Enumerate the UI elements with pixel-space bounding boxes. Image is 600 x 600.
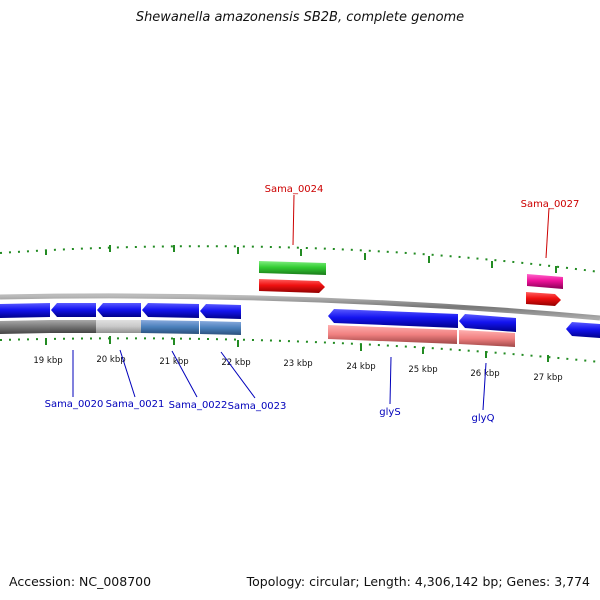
leader-glyq: [482, 362, 487, 411]
cds-glyq: [459, 314, 516, 332]
leader-sama-0023: [220, 351, 256, 399]
label-sama-0023[interactable]: Sama_0023: [228, 401, 287, 412]
genome-backbone: [0, 293, 600, 321]
gene-bar-glys: [328, 325, 457, 344]
label-glyq[interactable]: glyQ: [472, 413, 495, 424]
leader-sama-0021: [119, 349, 136, 398]
leader-glys: [389, 356, 392, 405]
topology-text: Topology: circular; Length: 4,306,142 bp…: [246, 574, 590, 589]
label-sama-0020[interactable]: Sama_0020: [45, 399, 104, 410]
leader-sama-0022: [171, 350, 198, 398]
label-sama-0022[interactable]: Sama_0022: [169, 400, 228, 411]
tick-label-27: 27 kbp: [533, 373, 562, 383]
gene-bar-0023: [141, 320, 199, 334]
cds-sama-0020: [0, 303, 50, 318]
label-sama-0024[interactable]: Sama_0024: [265, 184, 324, 195]
tick-label-20: 20 kbp: [96, 355, 125, 365]
tick-label-22: 22 kbp: [221, 358, 250, 368]
cds-glys: [328, 309, 458, 328]
inner-major-ticks: [45, 336, 549, 362]
cds-sama-0023b: [200, 304, 241, 319]
cds-sama-0021: [51, 303, 96, 317]
outer-major-ticks: [45, 245, 557, 273]
cds-next: [566, 322, 600, 338]
leader-sama-0024: [292, 194, 295, 246]
cds-sama-0023: [142, 303, 199, 318]
feature-sama-0024-green: [259, 261, 326, 275]
tick-label-21: 21 kbp: [159, 357, 188, 367]
gene-bar-glyq: [459, 330, 515, 347]
cds-sama-0022: [97, 303, 141, 317]
tick-label-24: 24 kbp: [346, 362, 375, 372]
gene-bar-0020: [0, 320, 50, 334]
feature-sama-0027-red: [526, 292, 561, 306]
label-glys[interactable]: glyS: [379, 407, 400, 418]
tick-label-19: 19 kbp: [33, 356, 62, 366]
label-sama-0021[interactable]: Sama_0021: [106, 399, 165, 410]
gene-bar-0021: [50, 320, 96, 333]
map-title: Shewanella amazonensis SB2B, complete ge…: [135, 10, 465, 25]
label-sama-0027[interactable]: Sama_0027: [521, 199, 580, 210]
accession-text: Accession: NC_008700: [9, 574, 152, 589]
leader-sama-0027: [545, 207, 550, 259]
gene-bar-0023b: [200, 321, 241, 335]
feature-sama-0027-pink: [527, 274, 563, 289]
tick-label-23: 23 kbp: [283, 359, 312, 369]
feature-sama-0024-red: [259, 279, 325, 293]
gene-bar-0022: [96, 320, 141, 333]
tick-label-25: 25 kbp: [408, 365, 437, 375]
